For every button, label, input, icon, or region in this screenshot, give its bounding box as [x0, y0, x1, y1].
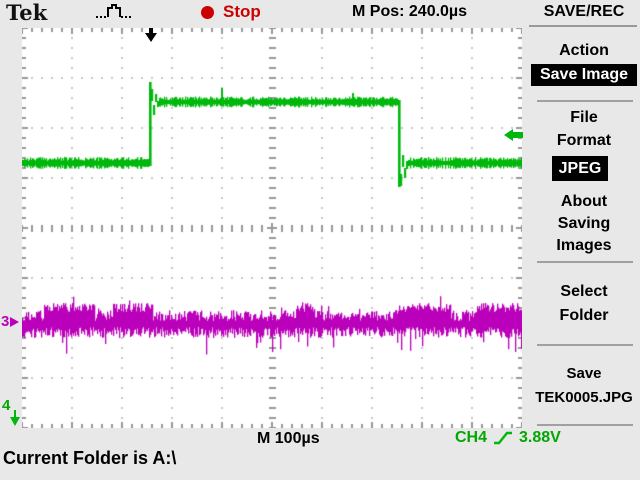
file-format-label-line2: Format: [556, 132, 612, 149]
action-label: Action: [559, 42, 609, 59]
status-message: Current Folder is A:\: [3, 448, 177, 468]
ch3-arrow-icon: [10, 317, 20, 327]
select-folder-button[interactable]: Select Folder: [528, 280, 640, 328]
save-file-line2: TEK0005.JPG: [535, 389, 633, 406]
about-line2: Saving: [557, 215, 611, 232]
trigger-pulse-icon: [96, 4, 133, 18]
menu-title-underline: [529, 25, 637, 27]
about-line1: About: [560, 193, 608, 210]
stop-icon: [201, 6, 214, 19]
acquisition-status: Stop: [223, 2, 261, 21]
menu-divider: [537, 424, 633, 426]
tek-logo: Tek: [6, 0, 48, 25]
timebase-readout: M 100µs: [257, 430, 320, 447]
about-line3: Images: [556, 237, 612, 254]
menu-title: SAVE/REC: [543, 3, 625, 20]
save-file-button[interactable]: Save TEK0005.JPG: [528, 362, 640, 410]
trigger-source: CH4: [455, 429, 488, 446]
trigger-position-marker: [145, 28, 157, 42]
ch4-marker-label: 4: [2, 397, 11, 414]
menu-divider: [537, 261, 633, 263]
select-folder-line2: Folder: [559, 307, 609, 324]
menu-divider: [537, 344, 633, 346]
trigger-readout: CH4 3.88V: [455, 429, 561, 447]
rising-edge-icon: [494, 431, 513, 445]
action-value-button[interactable]: Save Image: [531, 64, 637, 86]
graticule-canvas: [22, 28, 522, 428]
file-format-label-line1: File: [570, 109, 598, 126]
file-format-label: File Format: [528, 106, 640, 152]
ch4-offscreen-marker: 4: [2, 397, 20, 426]
m-pos-readout: M Pos: 240.0µs: [352, 3, 468, 20]
file-format-value-button[interactable]: JPEG: [552, 156, 608, 181]
trigger-level: 3.88V: [519, 429, 561, 446]
ch4-down-arrow-icon: [10, 410, 20, 426]
ch3-marker-label: 3: [1, 313, 10, 330]
trigger-level-marker: [504, 129, 523, 141]
ch3-ground-marker: 3: [1, 313, 20, 330]
menu-divider: [537, 100, 633, 102]
save-file-line1: Save: [566, 365, 602, 382]
select-folder-line1: Select: [560, 283, 608, 300]
about-saving-images-button[interactable]: About Saving Images: [528, 191, 640, 257]
